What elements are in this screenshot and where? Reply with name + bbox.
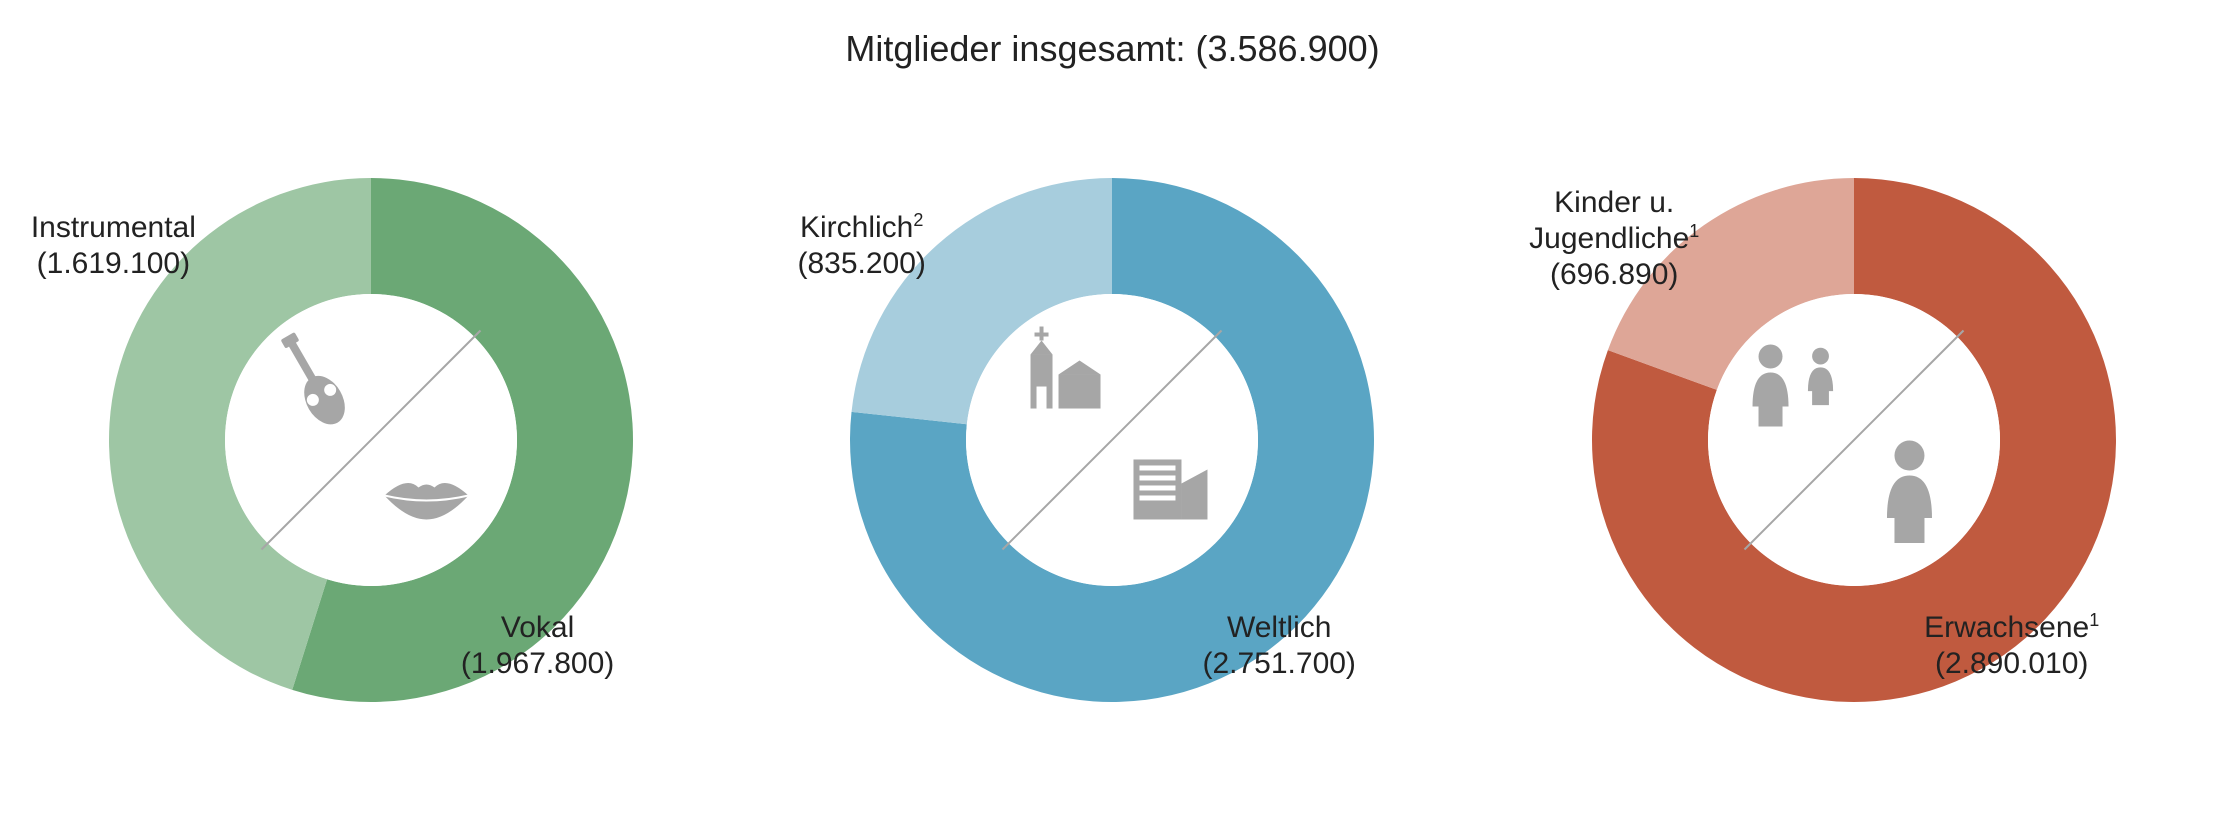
donut-label-lower: Erwachsene1(2.890.010) <box>1924 610 2099 682</box>
donut-secular-religious: Kirchlich2(835.200) Weltlich(2.751.700) <box>782 110 1442 770</box>
charts-row: Instrumental(1.619.100) Vokal(1.967.800) <box>0 110 2225 810</box>
page-title: Mitglieder insgesamt: (3.586.900) <box>0 28 2225 70</box>
donut-label-upper: Kirchlich2(835.200) <box>797 210 925 282</box>
donut-label-upper: Kinder u.Jugendliche1(696.890) <box>1529 185 1699 293</box>
donut-music-type: Instrumental(1.619.100) Vokal(1.967.800) <box>41 110 701 770</box>
donut-label-lower: Vokal(1.967.800) <box>461 610 614 682</box>
donut-label-lower: Weltlich(2.751.700) <box>1202 610 1355 682</box>
donut-label-upper: Instrumental(1.619.100) <box>31 210 196 282</box>
donut-age: Kinder u.Jugendliche1(696.890) Erwachsen… <box>1524 110 2184 770</box>
